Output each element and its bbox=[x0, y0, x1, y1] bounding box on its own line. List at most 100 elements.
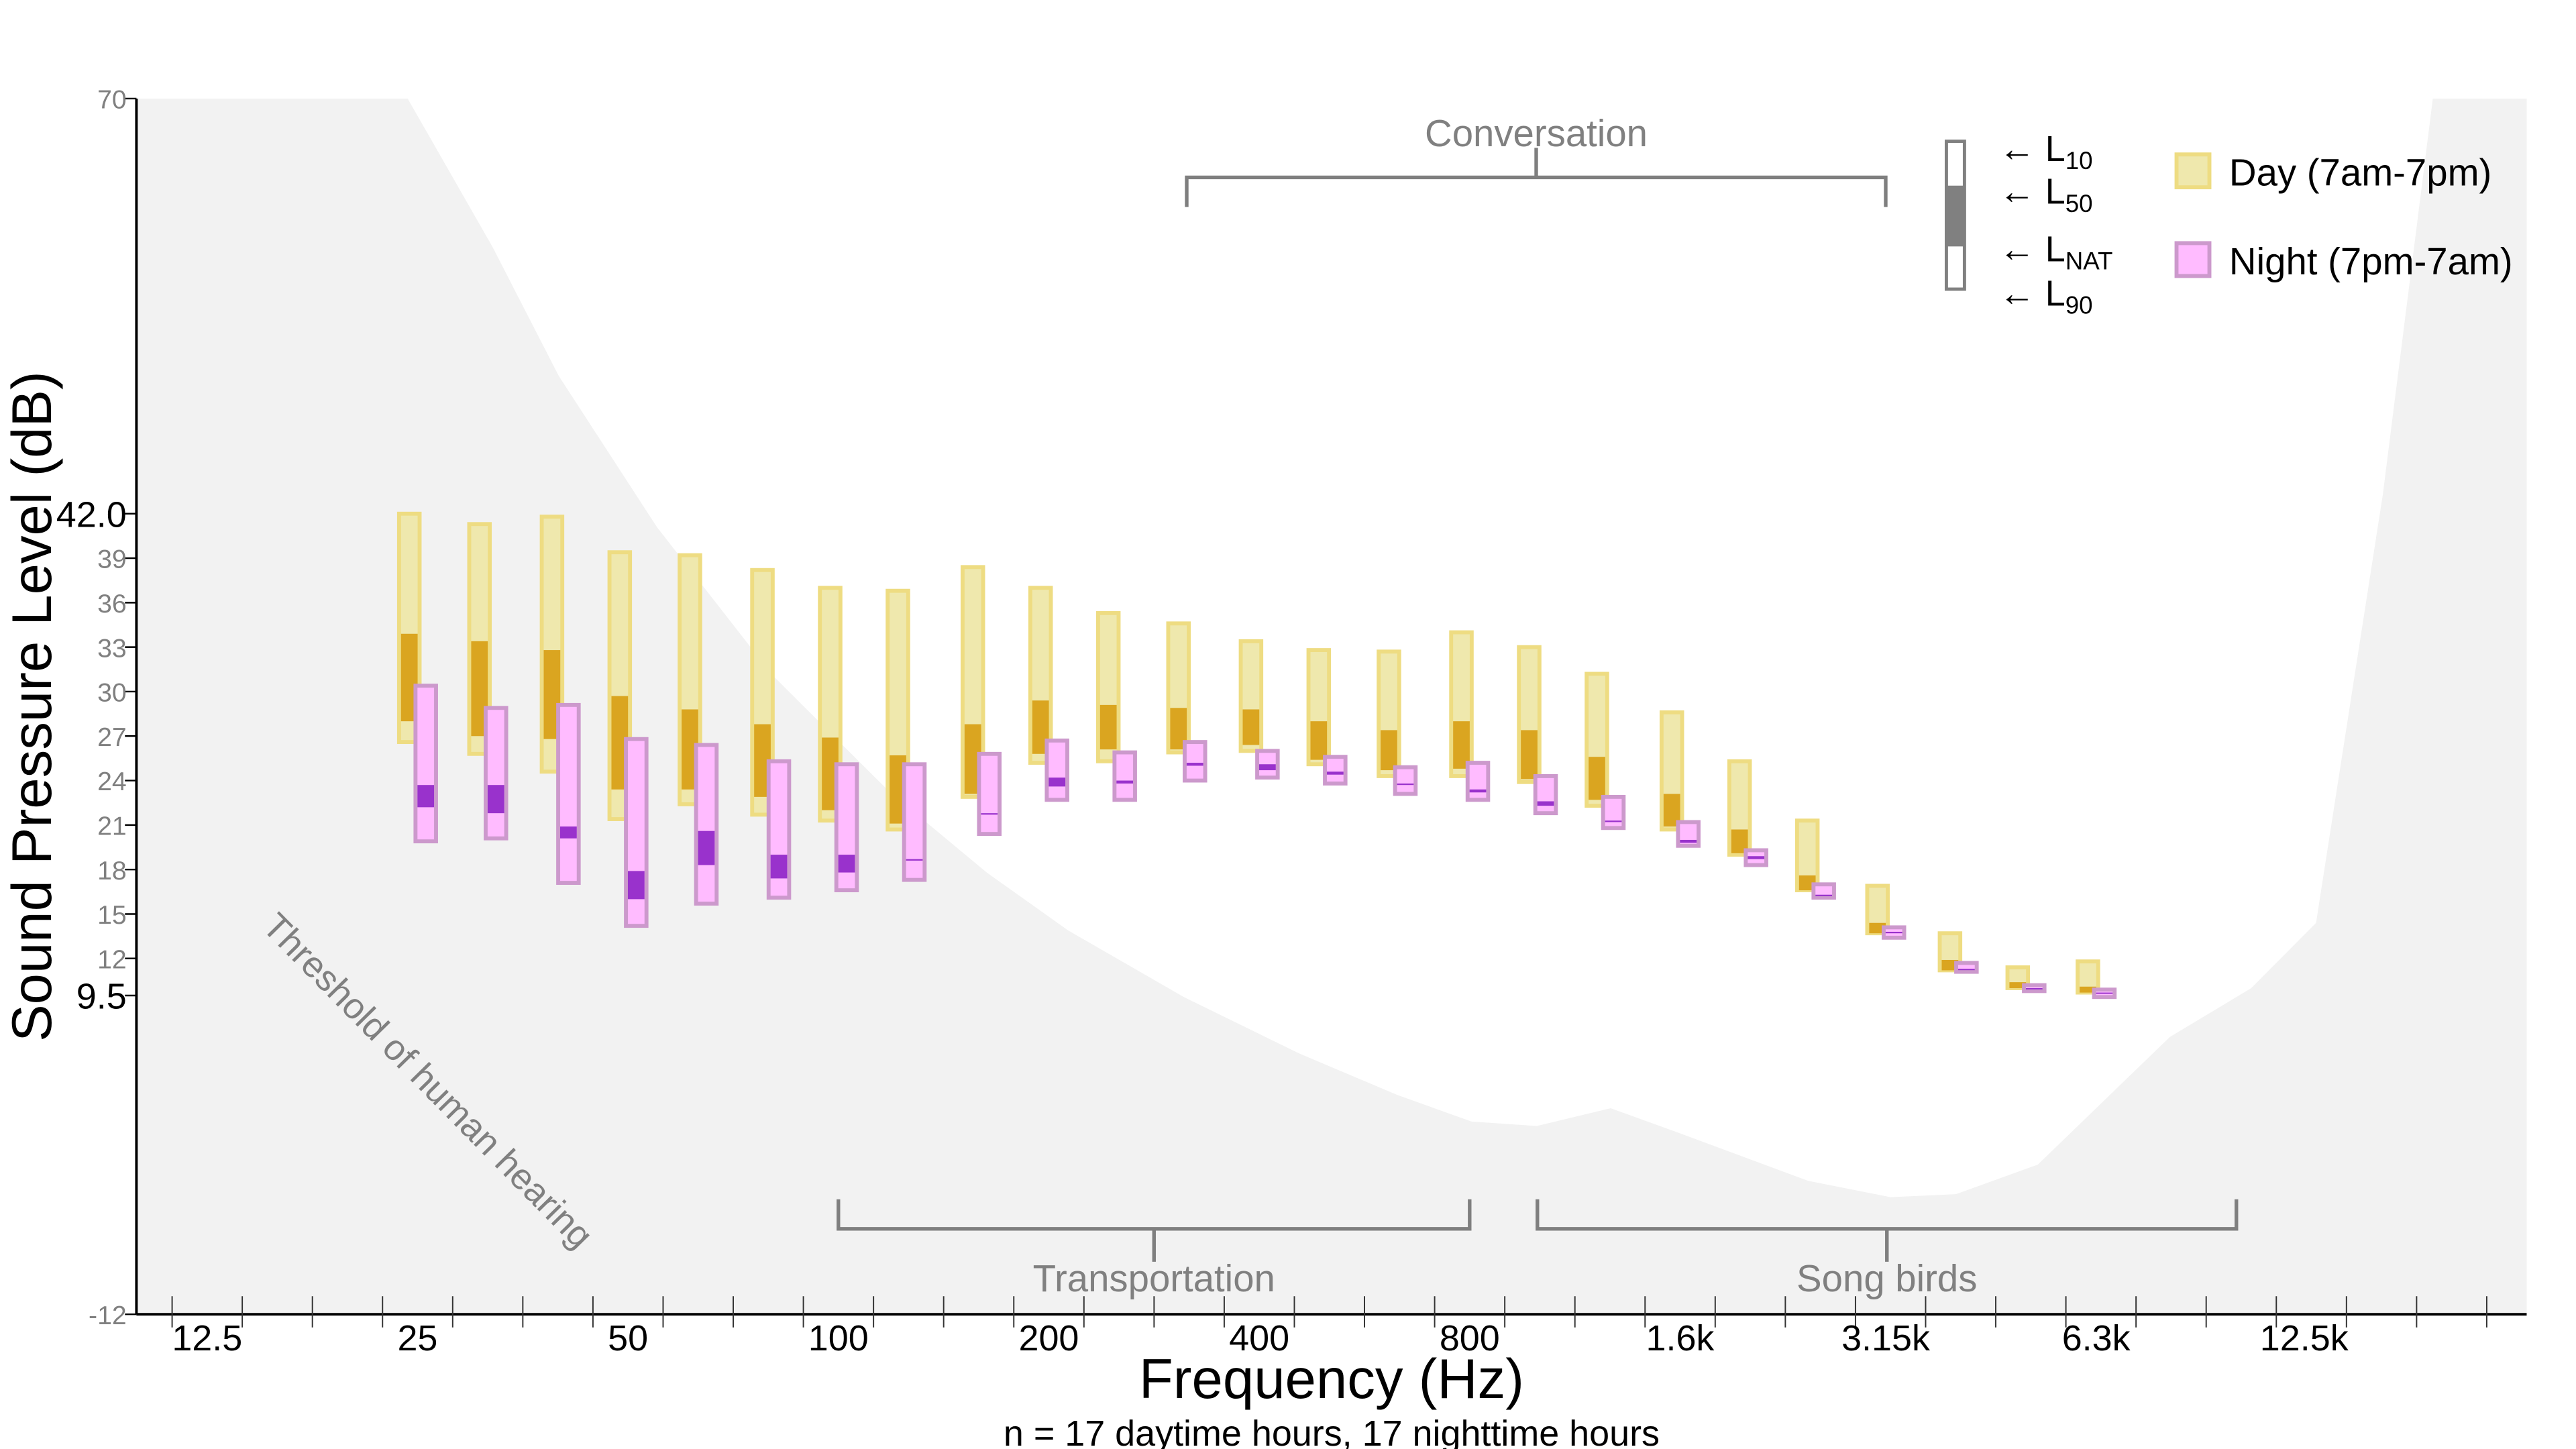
day-bar-5000hz bbox=[2005, 965, 2031, 990]
range-l10-l90 bbox=[1601, 794, 1626, 830]
threshold-area bbox=[136, 98, 2527, 1315]
x-tick-label: 12.5k bbox=[2260, 1318, 2349, 1358]
x-tick-label: 50 bbox=[608, 1318, 648, 1358]
range-l10-l90 bbox=[1954, 961, 1979, 974]
day-bar-400hz bbox=[1238, 639, 1264, 753]
y-tick-label: 36 bbox=[97, 590, 127, 619]
night-bar-100hz bbox=[834, 762, 859, 893]
range-l50-lnat bbox=[2096, 992, 2113, 994]
night-bar-31.5hz bbox=[484, 706, 508, 841]
range-l50-lnat bbox=[1310, 721, 1328, 760]
range-l50-lnat bbox=[838, 855, 855, 873]
y-tick-label: -12 bbox=[89, 1301, 127, 1330]
range-l50-lnat bbox=[1589, 757, 1605, 800]
range-l10-l90 bbox=[556, 702, 581, 885]
x-tick-label: 6.3k bbox=[2062, 1318, 2131, 1358]
annotation-label: Conversation bbox=[1425, 112, 1648, 154]
y-tick-label: 9.5 bbox=[76, 977, 127, 1017]
night-bar-315hz bbox=[1183, 740, 1208, 783]
range-l50-lnat bbox=[1605, 820, 1622, 822]
night-bar-25hz bbox=[413, 684, 438, 844]
range-l50-lnat bbox=[1397, 783, 1414, 786]
annotation-label: Transportation bbox=[1033, 1257, 1275, 1299]
night-bar-125hz bbox=[902, 762, 927, 882]
night-bar-4000hz bbox=[1954, 961, 1979, 974]
annotation-transportation: Transportation bbox=[837, 1199, 1472, 1299]
day-bar-200hz bbox=[1028, 586, 1053, 765]
x-tick-label: 3.15k bbox=[1841, 1318, 1931, 1358]
range-l50-lnat bbox=[1885, 931, 1902, 934]
range-l10-l90 bbox=[694, 743, 719, 906]
day-bar-630hz bbox=[1377, 649, 1401, 778]
annotation-bracket bbox=[1185, 148, 1888, 207]
y-tick-label: 42.0 bbox=[56, 494, 127, 535]
axes: -12 9.5 12 15 18 21 24 27 30 33 36 39 42.0 70 12.5 25 50… bbox=[56, 86, 2527, 1358]
night-bar-1600hz bbox=[1676, 820, 1701, 848]
range-l10-l90 bbox=[2022, 983, 2047, 994]
bars bbox=[396, 511, 2117, 1000]
annotation-bracket bbox=[1536, 1199, 2239, 1262]
range-l10-l90 bbox=[902, 762, 927, 882]
range-l50-lnat bbox=[487, 785, 504, 814]
legend-metric-L10: ← L10 bbox=[1999, 129, 2093, 174]
range-l50-lnat bbox=[417, 785, 435, 808]
range-l50-lnat bbox=[698, 830, 715, 865]
day-bar-315hz bbox=[1166, 621, 1191, 755]
range-l50-lnat bbox=[1748, 856, 1765, 859]
range-l50-lnat bbox=[1469, 789, 1487, 793]
day-bar-3150hz bbox=[1865, 883, 1890, 936]
night-bar-5000hz bbox=[2022, 983, 2047, 994]
day-bar-1600hz bbox=[1659, 710, 1684, 832]
range-l50-lnat bbox=[1869, 922, 1886, 934]
range-l50-lnat bbox=[627, 871, 645, 900]
night-bar-63hz bbox=[694, 743, 719, 906]
x-tick-label: 400 bbox=[1229, 1318, 1289, 1358]
day-bar-100hz bbox=[818, 586, 843, 823]
legend-label-day: Day (7am-7pm) bbox=[2229, 152, 2491, 194]
night-bar-2000hz bbox=[1743, 848, 1768, 867]
legend-swatch-day bbox=[2174, 152, 2212, 190]
night-bar-40hz bbox=[556, 702, 581, 885]
x-axis-title: Frequency (Hz) bbox=[1139, 1348, 1524, 1410]
range-l50-lnat bbox=[1680, 839, 1697, 843]
legend-metric-L50: ← L50 bbox=[1999, 172, 2093, 217]
range-l50-lnat bbox=[1537, 801, 1554, 806]
night-bar-1250hz bbox=[1601, 794, 1626, 830]
night-bar-50hz bbox=[624, 737, 649, 928]
y-tick-label: 33 bbox=[97, 634, 127, 663]
range-l10-l90 bbox=[1183, 740, 1208, 783]
annotation-song-birds: Song birds bbox=[1536, 1199, 2239, 1299]
range-l50-lnat bbox=[2080, 986, 2096, 993]
x-tick-label: 100 bbox=[808, 1318, 869, 1358]
night-bar-2500hz bbox=[1811, 882, 1836, 900]
legend-metric-LNAT: ← LNAT bbox=[1999, 229, 2113, 274]
day-bar-1000hz bbox=[1517, 645, 1542, 784]
range-l50-lnat bbox=[1116, 780, 1134, 784]
y-tick-label: 15 bbox=[97, 901, 127, 930]
range-l10-l90 bbox=[1533, 773, 1558, 816]
legend-swatch-night bbox=[2174, 241, 2212, 278]
range-l50-lnat bbox=[1049, 777, 1066, 787]
night-bar-400hz bbox=[1255, 749, 1280, 780]
range-l10-l90 bbox=[1044, 738, 1069, 802]
threshold-region bbox=[136, 98, 2527, 1315]
day-bar-1250hz bbox=[1585, 672, 1609, 808]
range-l50-lnat bbox=[1521, 730, 1538, 780]
range-l10-l90 bbox=[484, 706, 508, 841]
range-l10-l90 bbox=[413, 684, 438, 844]
night-bar-200hz bbox=[1044, 738, 1069, 802]
legend-key-dark-range bbox=[1946, 185, 1965, 247]
legend-metric-L90: ← L90 bbox=[1999, 274, 2093, 319]
day-bar-31.5hz bbox=[467, 522, 492, 756]
range-l50-lnat bbox=[1453, 721, 1470, 769]
x-tick-label: 12.5 bbox=[172, 1318, 242, 1358]
range-l50-lnat bbox=[1799, 875, 1816, 891]
night-bar-6300hz bbox=[2092, 987, 2117, 1000]
y-tick-label: 30 bbox=[97, 679, 127, 708]
annotation-label: Song birds bbox=[1796, 1257, 1977, 1299]
range-l10-l90 bbox=[1323, 755, 1348, 786]
legend: ← L10← L50 ← LNAT← L90 Day (7am-7pm) Night … bbox=[1944, 129, 2513, 319]
night-bar-80hz bbox=[766, 759, 792, 900]
range-l10-l90 bbox=[1811, 882, 1836, 900]
